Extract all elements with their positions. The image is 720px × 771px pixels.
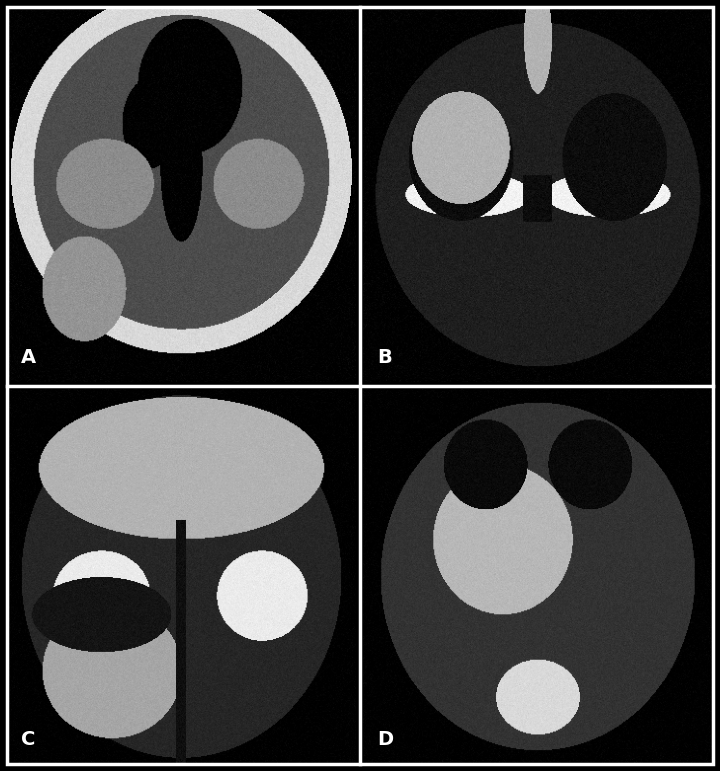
Text: D: D [377, 730, 393, 749]
Text: B: B [377, 348, 392, 367]
Text: C: C [21, 730, 35, 749]
Text: A: A [21, 348, 36, 367]
